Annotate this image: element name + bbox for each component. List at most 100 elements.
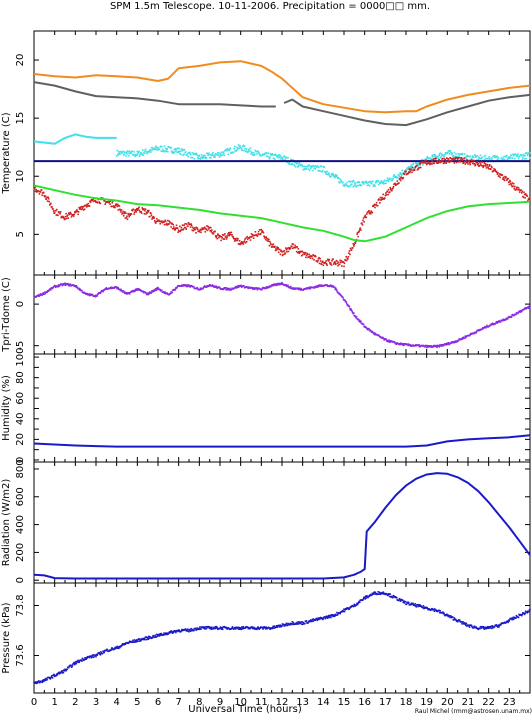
data-point [43,195,46,197]
data-point [132,154,135,156]
data-point [365,595,367,597]
data-point [355,316,357,319]
data-point [43,191,45,194]
data-point [75,285,78,287]
data-point [512,182,515,185]
data-point [391,179,394,182]
data-point [239,285,242,288]
data-point [450,158,453,160]
data-point [493,625,496,628]
data-point [177,231,179,233]
data-point [233,240,236,242]
data-point [386,177,389,179]
data-point [194,226,196,229]
data-point [453,617,456,619]
data-point [438,159,440,161]
data-point [243,241,245,243]
data-point [310,167,312,170]
data-point [294,288,296,290]
data-point [307,621,310,623]
data-point [71,665,73,668]
data-point [303,169,305,171]
data-point [194,228,197,231]
data-point [515,153,517,156]
data-point [419,345,421,348]
data-point [390,177,392,180]
data-point [152,217,154,219]
data-point [431,155,433,157]
data-point [88,656,91,659]
data-point [339,259,341,262]
data-point [282,253,284,256]
data-point [401,344,404,346]
data-point [212,627,215,629]
data-point [190,224,193,227]
data-point [256,153,258,155]
data-point [51,674,53,677]
data-point [349,607,351,609]
data-point [337,291,340,294]
data-point [489,627,492,629]
data-point [135,153,137,156]
data-point [369,329,372,332]
data-point [186,285,188,288]
data-point [309,165,312,168]
data-point [293,246,296,249]
x-tick-label: 6 [155,697,161,708]
data-point [57,284,60,286]
data-point [269,628,271,630]
data-point [125,217,128,219]
data-point [50,676,53,678]
data-point [175,631,177,634]
data-point [373,333,375,335]
data-point [521,154,523,157]
data-point [171,150,174,153]
data-point [44,678,46,681]
data-point [119,209,122,212]
data-point [190,156,193,159]
data-point [404,600,407,603]
data-point [66,668,68,671]
data-point [273,157,275,160]
data-point [484,627,487,629]
data-point [293,287,296,289]
data-point [122,290,125,292]
data-point [204,156,207,158]
data-point [297,623,299,625]
data-point [469,161,472,164]
data-point [272,154,274,156]
data-point [459,157,461,159]
data-point [450,615,452,618]
data-point [110,648,112,651]
data-point [170,291,172,293]
data-point [328,258,331,261]
series-line [33,184,531,243]
data-point [264,238,267,241]
data-point [88,294,91,297]
data-point [465,161,468,164]
data-point [277,154,280,156]
data-point [478,164,481,167]
data-point [367,211,369,214]
data-point [237,147,239,150]
data-point [307,287,310,290]
data-point [482,626,484,628]
data-point [443,612,445,615]
data-point [357,601,360,604]
data-point [204,628,207,630]
data-point [375,181,378,184]
data-point [479,154,482,157]
data-point [146,209,149,212]
data-point [359,227,362,229]
data-point [76,286,79,289]
data-point [512,153,514,156]
data-point [351,310,353,313]
data-point [393,174,395,176]
data-point [291,621,294,623]
data-point [210,226,212,229]
data-point [391,595,393,598]
data-point [308,164,310,166]
data-point [239,627,241,629]
data-point [382,337,385,340]
data-point [137,151,140,154]
